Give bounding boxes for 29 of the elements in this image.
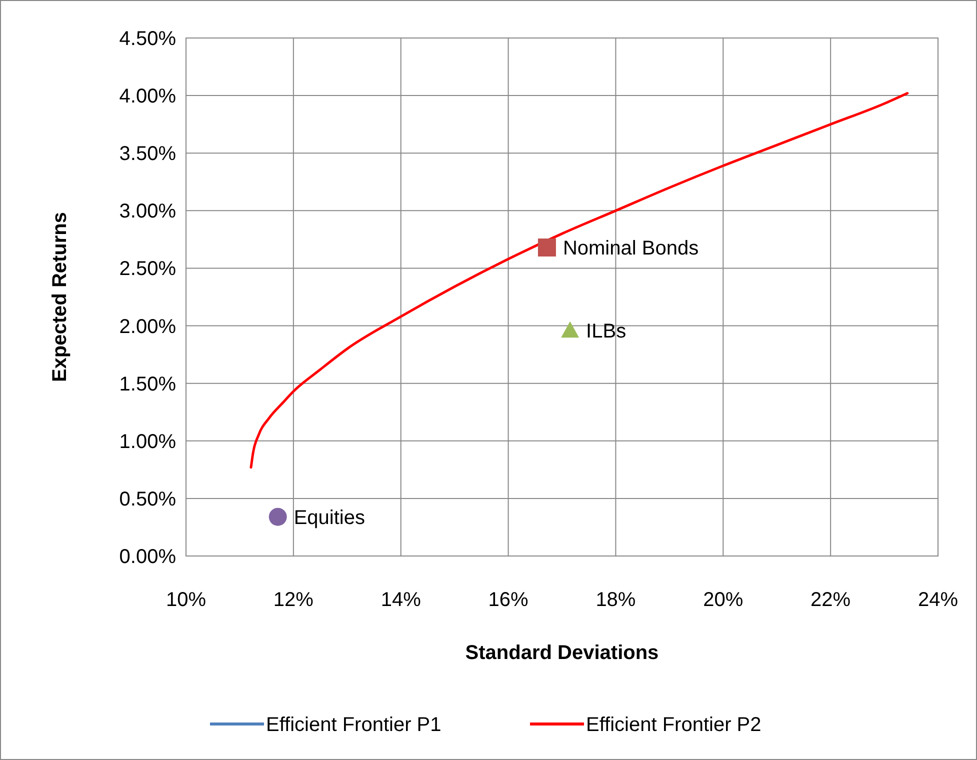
y-tick-label: 1.50% bbox=[119, 373, 176, 396]
legend-label: Efficient Frontier P2 bbox=[586, 714, 762, 736]
x-tick-label: 10% bbox=[166, 589, 206, 611]
y-tick-label: 0.00% bbox=[119, 546, 176, 568]
x-tick-label: 16% bbox=[488, 589, 529, 611]
x-tick-label: 18% bbox=[596, 589, 636, 611]
point bbox=[268, 508, 287, 526]
x-tick-label: 20% bbox=[703, 589, 744, 611]
y-tick-label: 3.00% bbox=[119, 200, 176, 223]
series-label: ILBs bbox=[586, 320, 626, 342]
y-tick-label: 4.50% bbox=[119, 28, 176, 50]
point bbox=[561, 321, 580, 338]
series-label: Nominal Bonds bbox=[562, 238, 699, 260]
y-axis-title: Expected Returns bbox=[49, 212, 71, 382]
legend-label: Efficient Frontier P1 bbox=[266, 714, 442, 736]
line-series bbox=[250, 92, 909, 469]
y-tick-label: 1.00% bbox=[119, 430, 176, 453]
series-label: Equities bbox=[294, 506, 366, 529]
y-tick-label: 2.50% bbox=[119, 258, 176, 280]
y-tick-label: 3.50% bbox=[119, 143, 176, 166]
y-tick-label: 0.50% bbox=[119, 488, 176, 510]
x-tick-label: 24% bbox=[918, 589, 958, 611]
x-tick-label: 14% bbox=[380, 589, 422, 611]
y-tick-label: 2.00% bbox=[119, 316, 176, 338]
y-tick-label: 4.00% bbox=[119, 86, 176, 108]
x-tick-label: 22% bbox=[810, 589, 851, 611]
point bbox=[538, 238, 556, 256]
x-axis-title: Standard Deviations bbox=[465, 642, 659, 664]
x-tick-label: 12% bbox=[273, 589, 314, 611]
